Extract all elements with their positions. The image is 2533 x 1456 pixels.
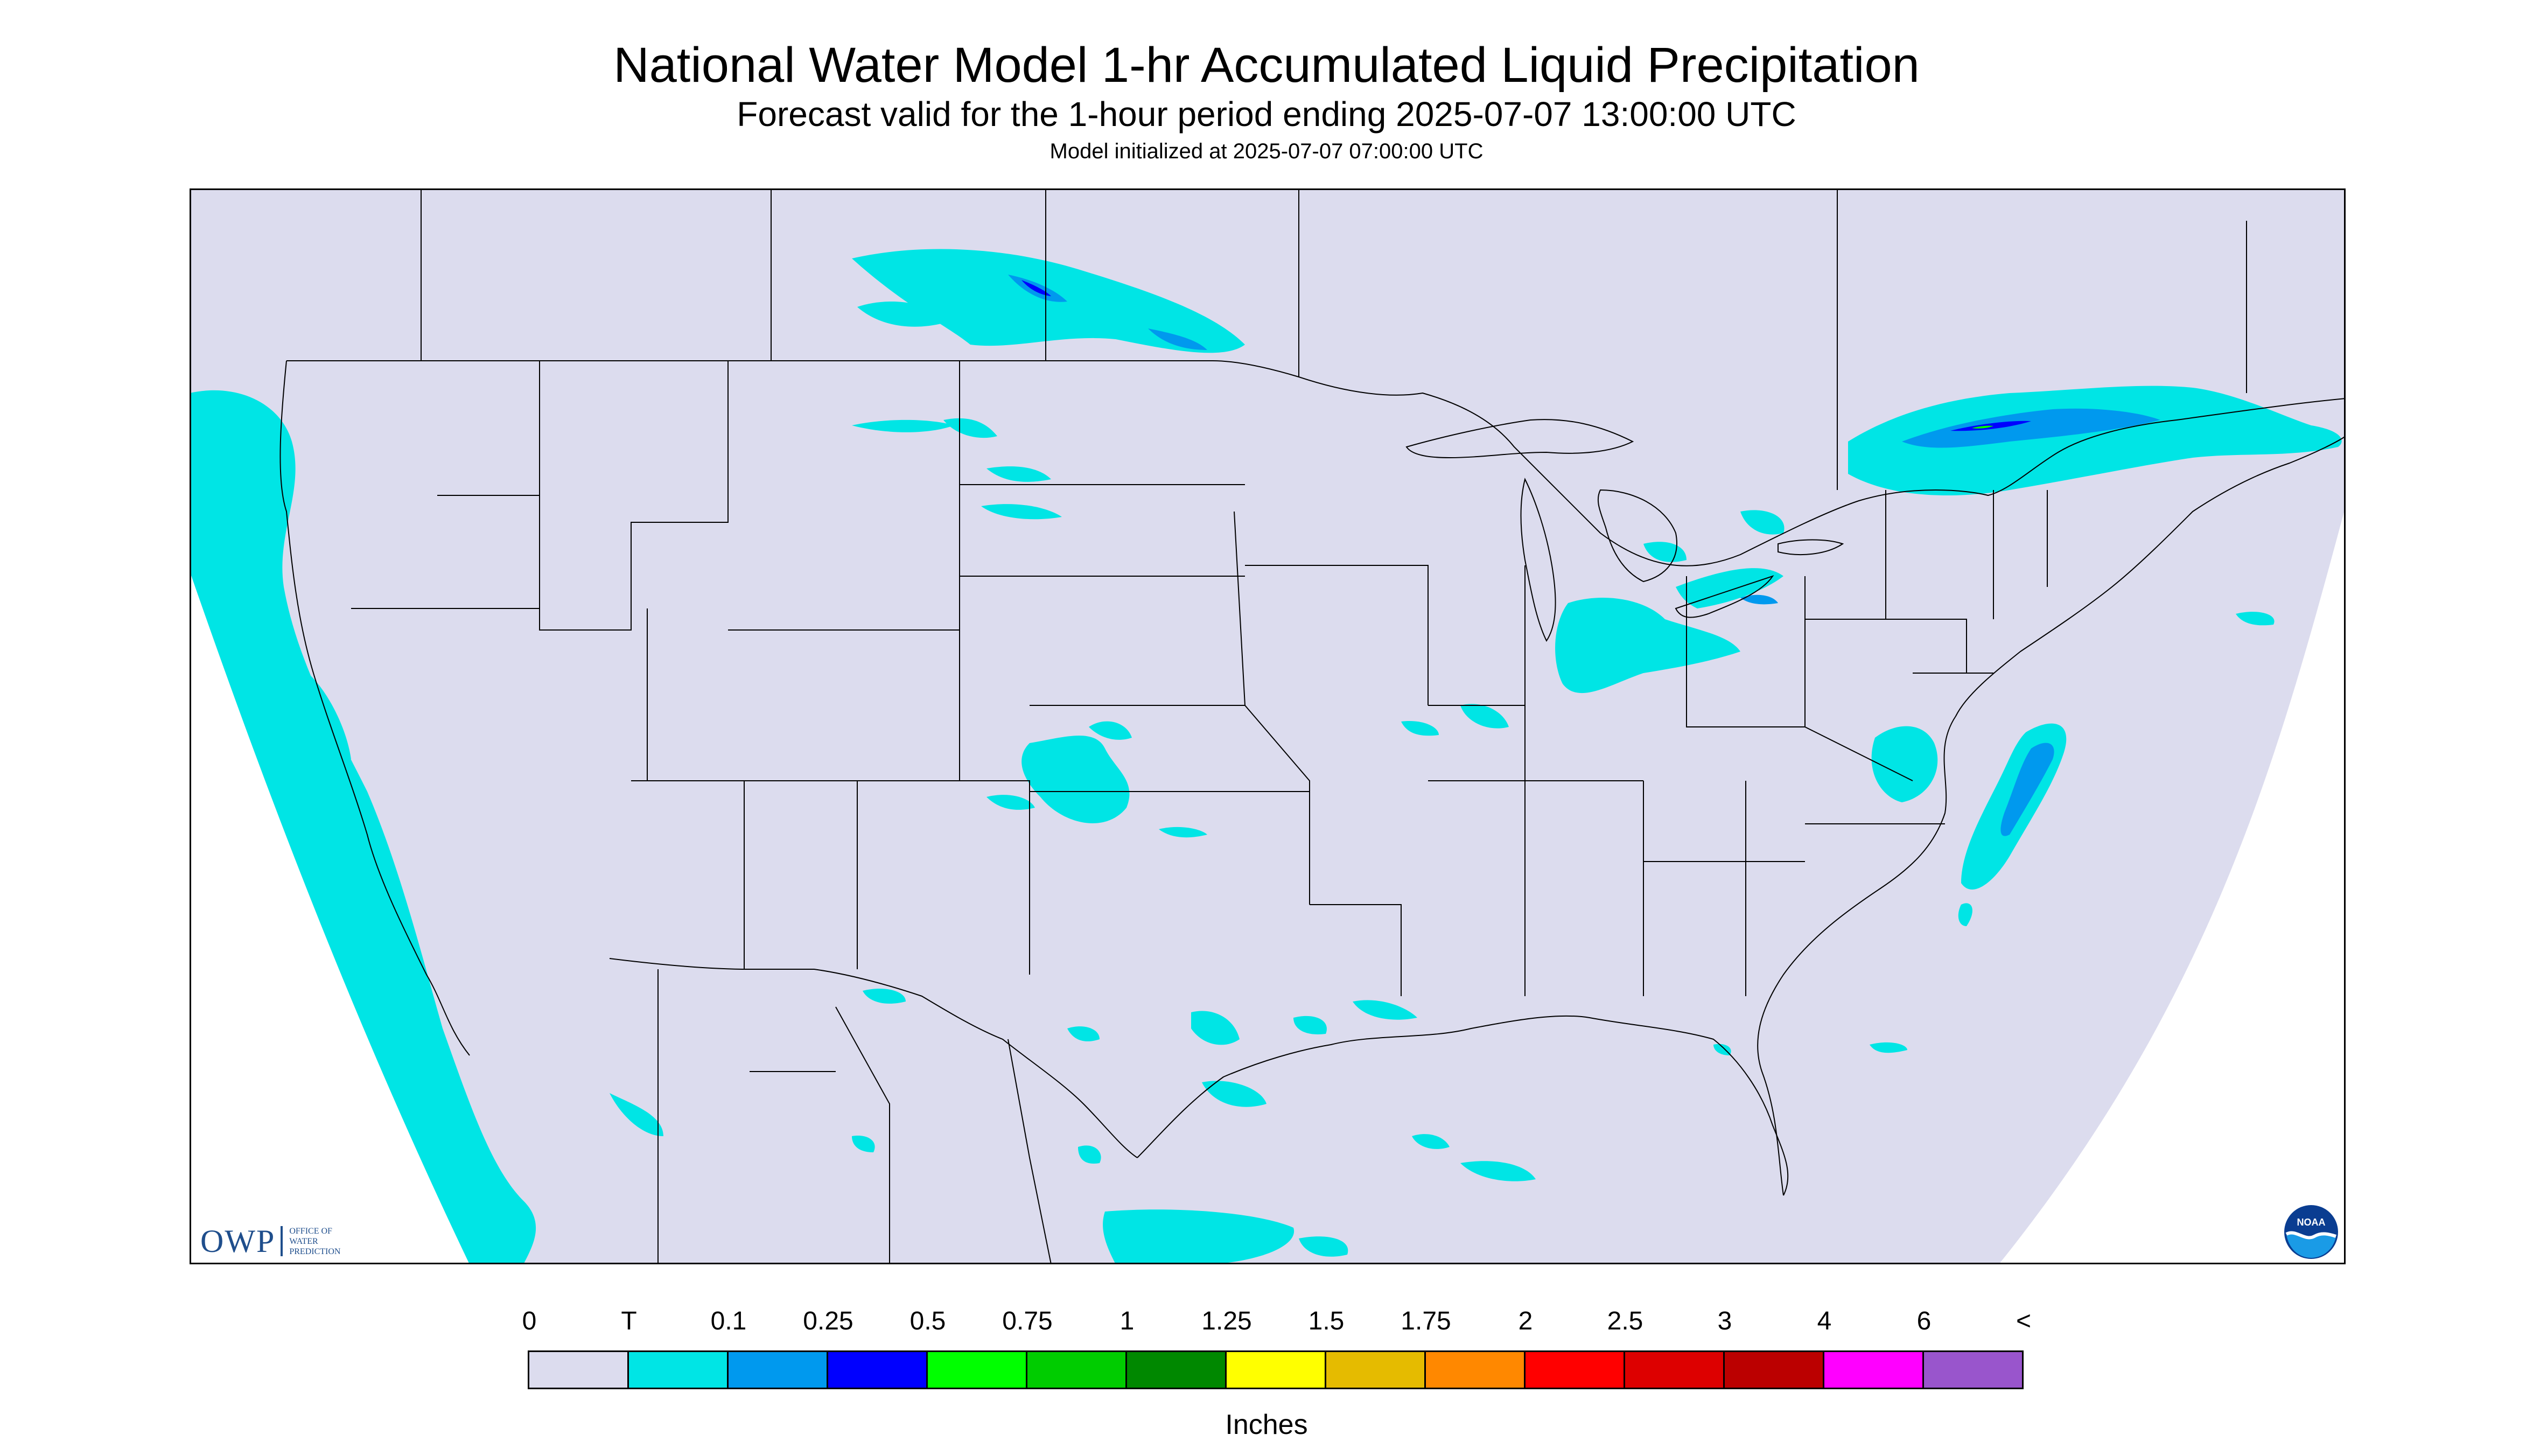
gulf-coast [1137, 1015, 1789, 1196]
precip-pacific [190, 390, 663, 1264]
legend-unit-label: Inches [1225, 1409, 1308, 1440]
us-canada-border [286, 360, 2346, 566]
legend-swatch-7 [1227, 1352, 1326, 1388]
state-lines-west [351, 361, 1245, 975]
legend-swatch-9 [1426, 1352, 1526, 1388]
mexico-state-lines [657, 969, 1052, 1264]
legend-swatch-10 [1526, 1352, 1625, 1388]
owp-logo: OWP Office of Water Prediction [200, 1222, 340, 1260]
precip-great-lakes [1401, 510, 1785, 736]
state-lines-central [1030, 565, 1805, 996]
lake-huron [1597, 489, 1677, 583]
us-mexico-border [609, 958, 1138, 1158]
legend-label-6: 1 [1119, 1307, 1135, 1335]
model-init-text: Model initialized at 2025-07-07 07:00:00… [1049, 139, 1484, 163]
legend-label-11: 2.5 [1607, 1307, 1643, 1335]
lake-ontario [1778, 539, 1844, 555]
political-boundaries [279, 188, 2346, 1264]
legend-swatch-6 [1127, 1352, 1227, 1388]
legend-swatch-3 [828, 1352, 928, 1388]
precipitation-map [190, 188, 2346, 1264]
legend-swatch-5 [1027, 1352, 1127, 1388]
owp-logo-line1: Office of [289, 1226, 332, 1236]
owp-logo-words: Office of Water Prediction [289, 1226, 340, 1257]
owp-logo-line3: Prediction [289, 1247, 341, 1256]
legend-swatch-8 [1326, 1352, 1426, 1388]
precip-gulf [852, 989, 1731, 1264]
owp-logo-line2: Water [289, 1236, 318, 1246]
state-lines-east [1686, 490, 2048, 824]
legend-label-8: 1.5 [1308, 1307, 1345, 1335]
legend-swatch-0 [529, 1352, 629, 1388]
legend-labels: 0 T 0.1 0.25 0.5 0.75 1 1.25 1.5 1.75 2 2.5 3 4 6 < [0, 1305, 2533, 1338]
canada-province-lines [421, 188, 2247, 490]
forecast-valid-subtitle: Forecast valid for the 1-hour period end… [737, 95, 1796, 134]
legend-label-0: 0 [522, 1307, 537, 1335]
legend-swatch-13 [1824, 1352, 1924, 1388]
legend-label-10: 2 [1518, 1307, 1533, 1335]
owp-logo-divider [281, 1226, 283, 1256]
legend-label-9: 1.75 [1401, 1307, 1451, 1335]
noaa-logo-icon: NOAA [2284, 1205, 2338, 1259]
precip-northern-plains [852, 418, 1062, 520]
legend-label-4: 0.5 [909, 1307, 946, 1335]
lake-erie [1675, 575, 1774, 618]
map-frame [190, 188, 2346, 1264]
legend-swatch-11 [1625, 1352, 1725, 1388]
noaa-logo-text: NOAA [2297, 1217, 2326, 1228]
legend-label-15: < [2016, 1307, 2032, 1335]
lake-superior [1405, 419, 1634, 459]
precip-atlantic [1870, 723, 2067, 1053]
legend-label-2: 0.1 [710, 1307, 747, 1335]
legend-label-14: 6 [1916, 1307, 1932, 1335]
legend-label-12: 3 [1717, 1307, 1732, 1335]
precip-prairies [852, 249, 1245, 353]
legend-label-5: 0.75 [1002, 1307, 1053, 1335]
owp-logo-letters: OWP [200, 1223, 276, 1259]
model-domain [190, 188, 2346, 1264]
legend-label-7: 1.25 [1201, 1307, 1252, 1335]
precip-quebec [1848, 386, 2342, 626]
legend-swatch-12 [1725, 1352, 1824, 1388]
legend-swatch-2 [729, 1352, 828, 1388]
precip-southern-plains [986, 721, 1207, 838]
legend-swatch-14 [1924, 1352, 2022, 1388]
atlantic-coast [1757, 436, 2346, 1196]
legend-label-1: T [621, 1307, 637, 1335]
great-lakes [1405, 419, 1844, 642]
legend-label-3: 0.25 [803, 1307, 853, 1335]
map-title: National Water Model 1-hr Accumulated Li… [613, 38, 1920, 93]
legend-swatch-4 [928, 1352, 1027, 1388]
legend-swatch-1 [629, 1352, 729, 1388]
pacific-coast [279, 360, 470, 1056]
legend-label-13: 4 [1817, 1307, 1832, 1335]
lake-michigan [1520, 478, 1556, 642]
legend-color-bar [528, 1350, 2024, 1389]
